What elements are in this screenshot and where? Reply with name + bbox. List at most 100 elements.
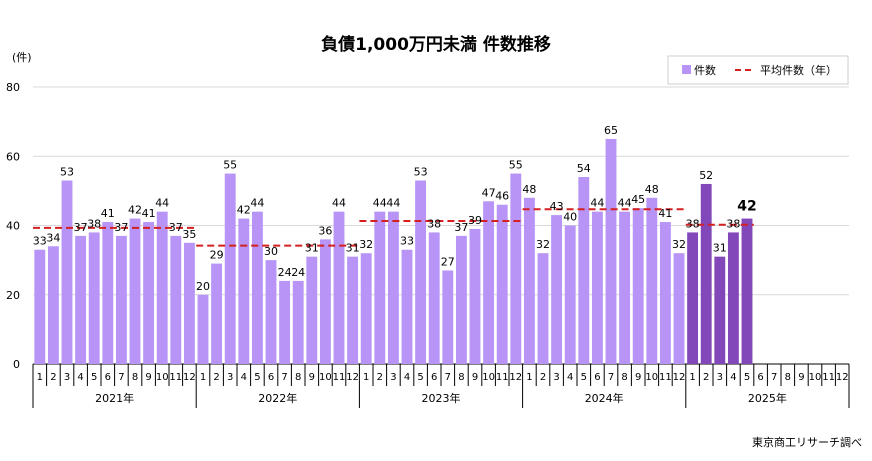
month-label: 8 xyxy=(458,372,464,383)
month-label: 1 xyxy=(526,372,532,383)
bar xyxy=(143,222,155,364)
year-label: 2025年 xyxy=(748,391,787,405)
month-label: 2 xyxy=(703,372,709,383)
data-label: 44 xyxy=(155,197,169,210)
month-label: 12 xyxy=(509,372,522,383)
month-label: 8 xyxy=(785,372,791,383)
chart-title: 負債1,000万円未満 件数推移 xyxy=(321,34,551,55)
data-label: 39 xyxy=(468,214,482,227)
bar xyxy=(510,173,522,364)
month-label: 9 xyxy=(145,372,151,383)
data-label: 41 xyxy=(142,207,156,220)
data-label: 38 xyxy=(726,217,740,230)
month-label: 11 xyxy=(333,372,346,383)
month-label: 2 xyxy=(377,372,383,383)
month-label: 9 xyxy=(635,372,641,383)
data-label: 33 xyxy=(400,235,414,248)
month-label: 8 xyxy=(295,372,301,383)
legend: 件数 平均件数（年） xyxy=(667,55,849,85)
month-label: 11 xyxy=(659,372,672,383)
month-label: 2 xyxy=(50,372,56,383)
month-label: 2 xyxy=(213,372,219,383)
bar xyxy=(483,201,495,364)
month-label: 5 xyxy=(91,372,97,383)
month-label: 6 xyxy=(105,372,111,383)
bar xyxy=(347,256,359,364)
bar xyxy=(387,211,399,364)
data-label: 37 xyxy=(74,221,88,234)
data-label: 53 xyxy=(60,165,74,178)
bar xyxy=(578,177,590,364)
data-label: 31 xyxy=(305,242,319,255)
month-label: 7 xyxy=(771,372,777,383)
month-label: 11 xyxy=(496,372,509,383)
month-label: 8 xyxy=(132,372,138,383)
bar xyxy=(537,253,549,364)
legend-line-label: 平均件数（年） xyxy=(760,63,837,77)
data-label: 32 xyxy=(672,238,686,251)
month-label: 3 xyxy=(227,372,233,383)
bar xyxy=(224,173,236,364)
bar xyxy=(700,183,712,364)
data-label: 43 xyxy=(550,200,564,213)
month-label: 1 xyxy=(363,372,369,383)
bar xyxy=(197,294,209,364)
source-note: 東京商工リサーチ調べ xyxy=(752,435,862,449)
data-label: 38 xyxy=(87,217,101,230)
data-label: 52 xyxy=(699,169,713,182)
y-tick-label: 40 xyxy=(6,220,20,233)
legend-bar-swatch xyxy=(682,65,691,74)
month-label: 6 xyxy=(431,372,437,383)
month-label: 10 xyxy=(156,372,169,383)
bar xyxy=(591,211,603,364)
month-label: 9 xyxy=(309,372,315,383)
data-label: 20 xyxy=(196,280,210,293)
bar xyxy=(646,197,658,364)
month-label: 1 xyxy=(37,372,43,383)
bars xyxy=(34,138,753,364)
bar xyxy=(428,232,440,364)
data-label: 55 xyxy=(223,159,237,172)
bar xyxy=(279,280,291,364)
month-label: 2 xyxy=(540,372,546,383)
month-label: 4 xyxy=(241,372,247,383)
data-label: 40 xyxy=(563,211,577,224)
year-label: 2024年 xyxy=(585,391,624,405)
month-label: 4 xyxy=(567,372,573,383)
data-label: 32 xyxy=(359,238,373,251)
data-label: 32 xyxy=(536,238,550,251)
bar xyxy=(401,249,413,364)
month-label: 8 xyxy=(621,372,627,383)
month-label: 12 xyxy=(183,372,196,383)
month-label: 4 xyxy=(77,372,83,383)
data-label: 35 xyxy=(182,228,196,241)
bar xyxy=(75,235,87,364)
data-label: 24 xyxy=(291,266,305,279)
month-label: 12 xyxy=(346,372,359,383)
month-label: 3 xyxy=(390,372,396,383)
month-label: 7 xyxy=(445,372,451,383)
bar xyxy=(170,235,182,364)
data-label: 44 xyxy=(250,197,264,210)
month-label: 9 xyxy=(472,372,478,383)
data-label: 44 xyxy=(618,197,632,210)
y-tick-label: 80 xyxy=(6,81,20,94)
month-label: 7 xyxy=(281,372,287,383)
bar xyxy=(632,208,644,364)
x-axis: 1 2 3 4 5 6 7 8 9 10 11 12 1 2 3 4 5 6 7 8 9 10 11 12 1 2 3 4 5 6 7 8 9 1… xyxy=(32,364,850,408)
month-label: 11 xyxy=(169,372,182,383)
bar xyxy=(659,222,671,364)
bar xyxy=(129,218,141,364)
bar xyxy=(551,215,563,364)
data-label: 65 xyxy=(604,124,618,137)
data-label: 45 xyxy=(631,193,645,206)
month-label: 10 xyxy=(319,372,332,383)
data-label: 38 xyxy=(686,217,700,230)
month-label: 10 xyxy=(809,372,822,383)
bar xyxy=(251,211,263,364)
data-label: 48 xyxy=(645,183,659,196)
month-label: 3 xyxy=(553,372,559,383)
data-label: 34 xyxy=(46,231,60,244)
bar xyxy=(605,138,617,364)
